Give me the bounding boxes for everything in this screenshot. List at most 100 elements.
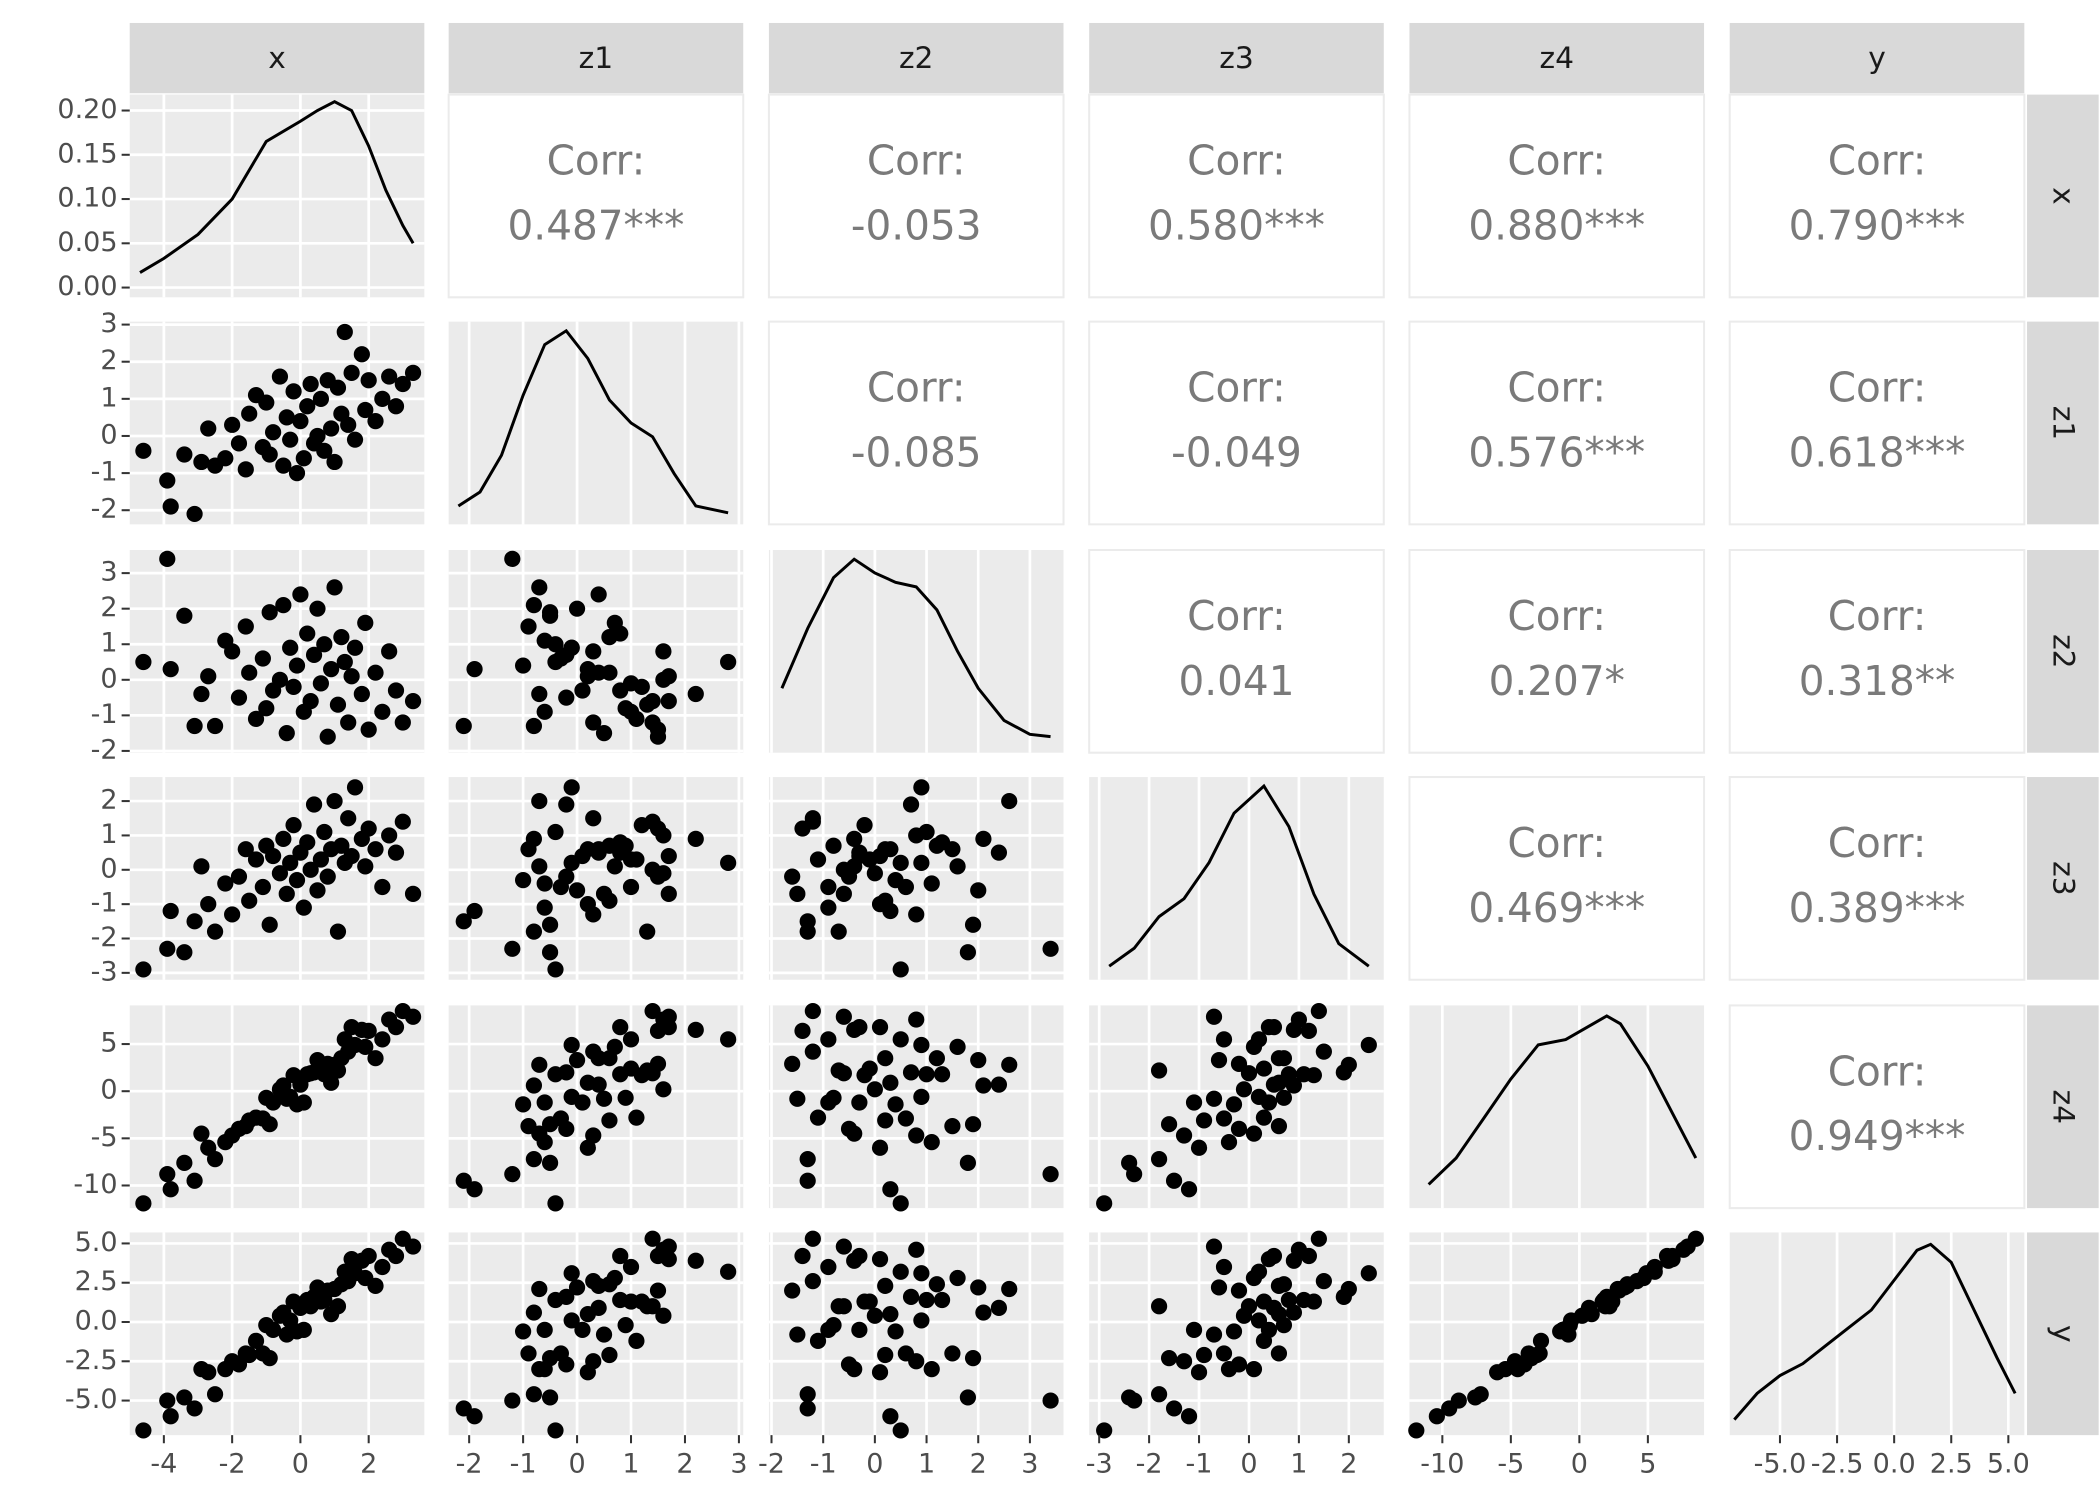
- corr-panel: [1728, 1004, 2026, 1210]
- point: [660, 885, 677, 902]
- x-tick-label: 5.0: [1987, 1448, 2030, 1479]
- point: [1195, 1346, 1213, 1364]
- point: [247, 710, 265, 728]
- point: [295, 1094, 312, 1111]
- point: [1150, 1150, 1168, 1168]
- x-tick-label: -2.5: [1811, 1448, 1864, 1479]
- point: [541, 1154, 559, 1171]
- point: [381, 368, 398, 385]
- point: [319, 728, 336, 745]
- point: [908, 1241, 925, 1258]
- y-tick-label: 0: [100, 853, 117, 884]
- point: [340, 810, 357, 827]
- point: [918, 1066, 935, 1083]
- point: [585, 714, 602, 731]
- point: [1265, 1018, 1283, 1036]
- point: [302, 693, 319, 710]
- point: [264, 1321, 282, 1338]
- y-tick-label: -2: [91, 494, 118, 525]
- point: [820, 1031, 837, 1048]
- corr-value: -0.053: [851, 201, 982, 249]
- point: [525, 923, 543, 940]
- point: [367, 664, 384, 681]
- strip: [448, 22, 744, 94]
- corr-value: 0.618***: [1789, 428, 1966, 476]
- point: [1300, 1022, 1317, 1039]
- point: [336, 323, 353, 341]
- corr-panel: [447, 93, 745, 299]
- point: [271, 368, 289, 385]
- y-tick-label: 1: [100, 628, 117, 659]
- point: [547, 961, 564, 978]
- point: [394, 813, 411, 830]
- point: [285, 383, 302, 400]
- point: [176, 1389, 193, 1406]
- panel-background: [129, 94, 425, 298]
- corr-label: Corr:: [547, 137, 646, 185]
- point: [176, 1154, 193, 1171]
- point: [877, 1050, 894, 1067]
- point: [617, 1089, 634, 1106]
- point: [866, 1307, 883, 1324]
- point: [1265, 1247, 1283, 1265]
- point: [563, 1088, 580, 1105]
- point: [159, 1166, 176, 1183]
- point: [861, 1060, 878, 1077]
- point: [455, 1400, 472, 1417]
- y-tick-label: -5: [91, 1122, 118, 1153]
- point: [830, 1298, 847, 1315]
- point: [887, 871, 904, 889]
- point: [590, 664, 607, 681]
- point: [1001, 1056, 1018, 1073]
- point: [1165, 1172, 1183, 1189]
- y-tick-label: -2: [91, 734, 118, 765]
- point: [193, 1125, 210, 1142]
- point: [784, 1055, 801, 1072]
- point: [394, 375, 411, 393]
- point: [1150, 1386, 1168, 1403]
- point: [944, 1345, 961, 1362]
- point: [1245, 1038, 1263, 1055]
- point: [176, 446, 193, 463]
- panel-background: [448, 777, 744, 980]
- x-tick-label: -1: [810, 1448, 837, 1479]
- point: [563, 1265, 580, 1282]
- point: [206, 923, 224, 940]
- point: [241, 1346, 258, 1364]
- corr-value: 0.487***: [508, 201, 685, 249]
- point: [820, 1094, 837, 1111]
- point: [536, 875, 553, 892]
- point: [206, 1150, 224, 1168]
- point: [547, 1291, 564, 1309]
- point: [326, 792, 343, 810]
- point: [1340, 1280, 1357, 1298]
- point: [949, 1269, 966, 1287]
- point: [1190, 1364, 1208, 1381]
- point: [606, 858, 623, 875]
- point: [975, 1304, 992, 1321]
- point: [278, 885, 295, 902]
- point: [612, 844, 629, 861]
- point: [809, 851, 827, 868]
- point: [861, 1293, 878, 1310]
- point: [1255, 1109, 1273, 1126]
- point: [261, 916, 278, 933]
- point: [871, 1139, 889, 1156]
- point: [851, 844, 868, 861]
- point: [877, 1112, 894, 1129]
- point: [1250, 1088, 1268, 1105]
- point: [176, 944, 193, 961]
- x-tick-label: 0.0: [1873, 1448, 1916, 1479]
- point: [1195, 1112, 1213, 1129]
- point: [639, 696, 656, 713]
- point: [655, 827, 672, 844]
- point: [466, 902, 483, 920]
- point: [612, 1247, 629, 1265]
- corr-panel: [1408, 320, 1706, 526]
- y-tick-label: -1: [91, 457, 118, 488]
- point: [628, 1109, 645, 1126]
- point: [1275, 1089, 1293, 1106]
- point: [1160, 1350, 1178, 1367]
- point: [784, 868, 801, 885]
- corr-value: 0.576***: [1468, 428, 1645, 476]
